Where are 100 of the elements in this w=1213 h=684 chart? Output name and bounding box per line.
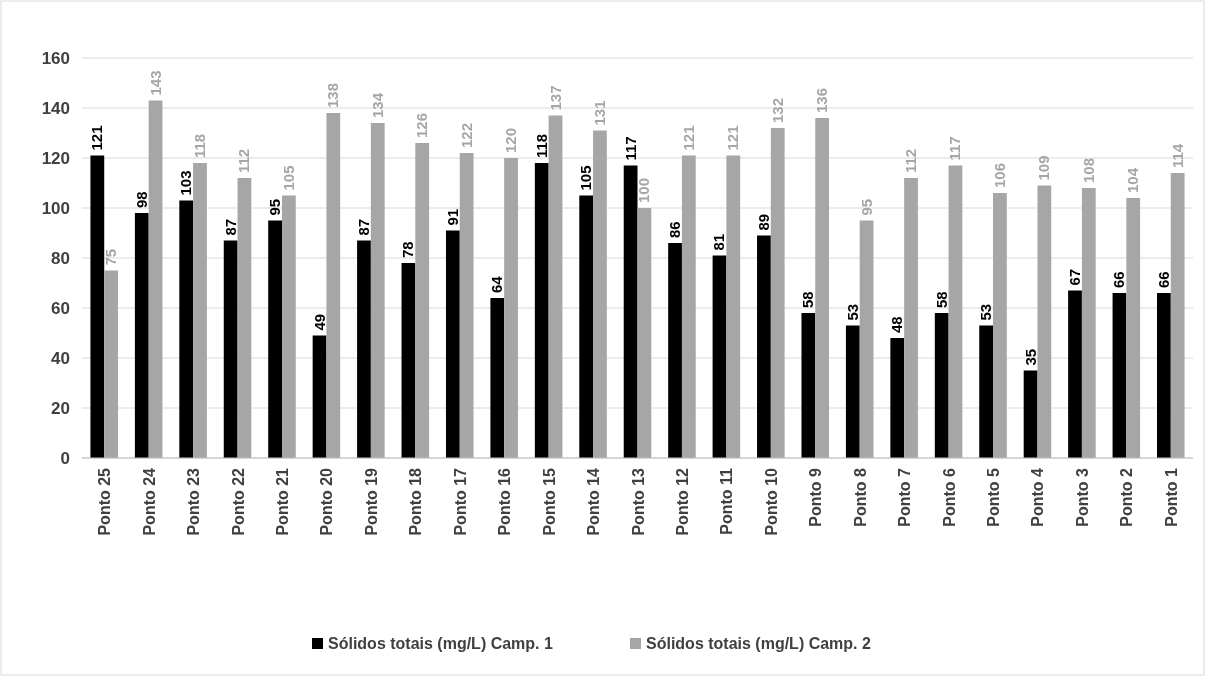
- data-label: 114: [1168, 143, 1186, 168]
- y-tick-label: 120: [41, 149, 70, 168]
- data-label: 91: [443, 208, 461, 226]
- x-tick-label: Ponto 11: [718, 467, 736, 535]
- bar: [268, 220, 282, 458]
- x-tick-label: Ponto 17: [451, 467, 469, 536]
- bar: [904, 178, 918, 458]
- data-label: 121: [724, 125, 742, 151]
- data-label: 117: [946, 136, 964, 161]
- x-tick-label: Ponto 6: [940, 467, 958, 527]
- x-tick-label: Ponto 7: [896, 467, 914, 527]
- data-label: 103: [177, 170, 195, 196]
- data-label: 35: [1021, 348, 1039, 366]
- legend-label: Sólidos totais (mg/L) Camp. 2: [646, 635, 872, 652]
- bar: [859, 220, 874, 458]
- bar: [934, 313, 949, 458]
- bar: [845, 325, 860, 458]
- data-label: 87: [354, 218, 372, 236]
- data-label: 132: [768, 97, 786, 123]
- bar: [593, 130, 607, 458]
- bar: [1023, 370, 1038, 458]
- bar: [1126, 198, 1141, 458]
- data-label: 143: [146, 70, 164, 96]
- data-label: 117: [621, 136, 639, 161]
- bar: [548, 115, 563, 458]
- legend-label: Sólidos totais (mg/L) Camp. 1: [328, 635, 554, 652]
- bar: [504, 158, 518, 458]
- y-tick-label: 80: [51, 249, 70, 268]
- bar: [90, 155, 105, 458]
- data-label: 121: [679, 125, 697, 151]
- data-label: 112: [235, 148, 253, 173]
- bar: [223, 240, 238, 458]
- data-label: 104: [1124, 167, 1142, 193]
- x-tick-label: Ponto 3: [1073, 467, 1091, 527]
- x-tick-label: Ponto 24: [140, 467, 158, 536]
- x-tick-label: Ponto 22: [229, 467, 247, 536]
- bar: [770, 128, 785, 458]
- bar: [490, 298, 505, 458]
- x-tick-label: Ponto 4: [1029, 467, 1047, 527]
- data-label: 75: [102, 248, 120, 266]
- x-tick-label: Ponto 21: [273, 467, 291, 536]
- data-label: 81: [710, 233, 728, 251]
- data-label: 66: [1110, 271, 1128, 288]
- x-tick-label: Ponto 18: [407, 467, 425, 536]
- y-tick-label: 160: [41, 49, 70, 68]
- bar: [1037, 185, 1052, 458]
- data-label: 98: [132, 191, 150, 208]
- data-label: 112: [902, 148, 920, 173]
- x-tick-label: Ponto 23: [185, 467, 203, 536]
- data-label: 137: [546, 85, 564, 111]
- bar: [726, 155, 741, 458]
- y-tick-label: 20: [51, 399, 70, 418]
- bar: [445, 230, 460, 458]
- x-tick-label: Ponto 25: [96, 467, 114, 536]
- bar: [415, 143, 430, 458]
- data-label: 78: [399, 241, 417, 258]
- bar: [326, 113, 341, 458]
- bar: [104, 270, 118, 458]
- data-label: 109: [1035, 155, 1053, 181]
- bar: [993, 193, 1007, 458]
- bar: [193, 163, 207, 458]
- data-label: 106: [990, 162, 1008, 188]
- data-label: 118: [190, 133, 208, 158]
- data-label: 118: [532, 133, 550, 158]
- data-label: 100: [635, 177, 653, 203]
- data-label: 89: [754, 213, 772, 231]
- bar: [712, 255, 727, 458]
- data-label: 136: [813, 87, 831, 113]
- bar: [1157, 293, 1171, 458]
- bar: [534, 163, 549, 458]
- bar: [370, 123, 385, 458]
- bar: [134, 213, 149, 458]
- data-label: 58: [799, 291, 817, 308]
- data-label: 86: [666, 221, 684, 238]
- bar: [668, 243, 682, 458]
- y-tick-label: 60: [51, 299, 70, 318]
- x-tick-label: Ponto 13: [629, 467, 647, 536]
- bar: [948, 165, 963, 458]
- y-tick-label: 100: [41, 199, 70, 218]
- data-label: 108: [1079, 157, 1097, 183]
- x-tick-label: Ponto 12: [673, 467, 691, 536]
- x-tick-label: Ponto 8: [851, 467, 869, 527]
- x-tick-label: Ponto 9: [807, 467, 825, 527]
- data-label: 49: [310, 313, 328, 331]
- x-tick-label: Ponto 16: [496, 467, 514, 536]
- bar: [459, 153, 474, 458]
- bar: [1068, 290, 1082, 458]
- bar: [979, 325, 994, 458]
- data-label: 134: [368, 92, 386, 118]
- y-tick-label: 40: [51, 349, 70, 368]
- y-tick-label: 140: [41, 99, 70, 118]
- data-label: 87: [221, 218, 239, 236]
- x-tick-label: Ponto 20: [318, 467, 336, 536]
- bar: [401, 263, 416, 458]
- data-label: 126: [413, 112, 431, 138]
- x-tick-label: Ponto 14: [585, 467, 603, 536]
- data-label: 131: [590, 100, 608, 126]
- data-label: 58: [932, 291, 950, 308]
- data-label: 66: [1154, 271, 1172, 288]
- data-label: 67: [1066, 268, 1084, 286]
